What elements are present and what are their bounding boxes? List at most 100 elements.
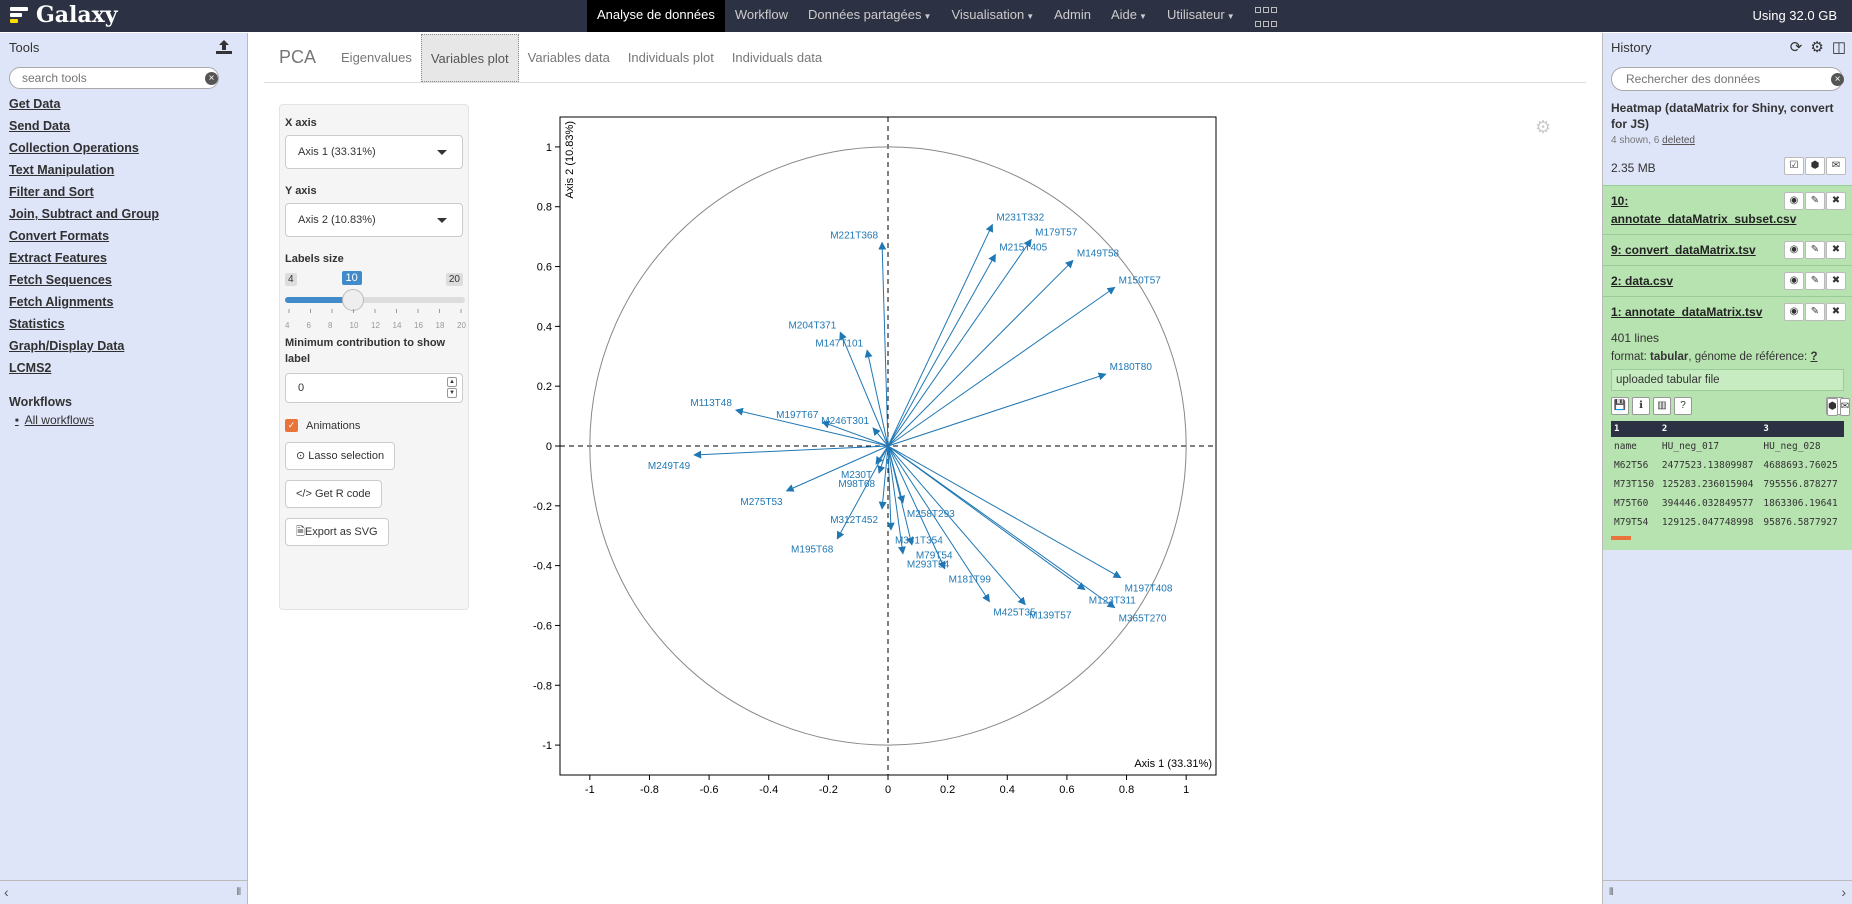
dataset-title[interactable]: 2: data.csv: [1611, 274, 1674, 288]
tool-section-send-data[interactable]: Send Data: [9, 119, 71, 133]
tags-icon[interactable]: ⬢: [1827, 398, 1838, 416]
delete-icon[interactable]: ✖: [1826, 192, 1846, 210]
genome-link[interactable]: ?: [1810, 351, 1818, 363]
quota-meter: Using 32.0 GB: [1752, 8, 1837, 23]
nav-analyse[interactable]: Analyse de données: [587, 0, 725, 32]
pencil-icon[interactable]: ✎: [1805, 192, 1825, 210]
eye-icon[interactable]: ◉: [1784, 272, 1804, 290]
animations-checkbox[interactable]: ✓ Animations: [285, 419, 463, 432]
slider-track[interactable]: [285, 297, 465, 303]
slider-tick-label: 20: [457, 321, 466, 330]
select-all-icon[interactable]: ☑: [1784, 157, 1804, 175]
tool-section-collection-operations[interactable]: Collection Operations: [9, 141, 139, 155]
eye-icon[interactable]: ◉: [1784, 192, 1804, 210]
comment-icon[interactable]: ✉: [1839, 398, 1851, 416]
tab-eigenvalues[interactable]: Eigenvalues: [341, 49, 412, 65]
collapse-right-icon[interactable]: ›: [1841, 884, 1846, 900]
columns-icon[interactable]: ◫: [1831, 39, 1846, 56]
chart-icon[interactable]: ▥: [1653, 397, 1671, 415]
tab-variables-plot[interactable]: Variables plot: [420, 33, 519, 82]
min-contribution-input[interactable]: 0 ▲ ▼: [285, 373, 463, 403]
nav-label: Visualisation: [951, 7, 1025, 22]
tool-search-input[interactable]: [9, 67, 219, 89]
upload-icon[interactable]: [211, 37, 237, 57]
delete-icon[interactable]: ✖: [1826, 241, 1846, 259]
nav-workflow[interactable]: Workflow: [725, 0, 798, 32]
dataset-2[interactable]: 2: data.csv ◉ ✎ ✖: [1603, 265, 1852, 296]
info-icon[interactable]: ℹ: [1632, 397, 1650, 415]
nav-help[interactable]: Aide ▼: [1101, 0, 1157, 32]
tool-section-graph-display[interactable]: Graph/Display Data: [9, 339, 125, 353]
gear-icon[interactable]: ⚙: [1810, 39, 1824, 56]
dataset-1[interactable]: 1: annotate_dataMatrix.tsv ◉ ✎ ✖ 401 lines…: [1603, 296, 1852, 550]
annotation-icon[interactable]: ✉: [1826, 157, 1846, 175]
eye-icon[interactable]: ◉: [1784, 303, 1804, 321]
variables-plot[interactable]: -1 -0.8 -0.6 -0.4 -0.2 0 0.2 0.4 0.6 0.8 1 -1 -0.8 -0…: [480, 100, 1240, 820]
history-search-input[interactable]: [1611, 67, 1843, 91]
peek-cell: 125283.236015904: [1661, 479, 1754, 490]
labels-size-slider[interactable]: 4 10 20 4 6 8 10 12 14 16 18 20: [285, 269, 466, 331]
spinner[interactable]: ▲ ▼: [447, 377, 457, 399]
delete-icon[interactable]: ✖: [1826, 303, 1846, 321]
y-axis-select[interactable]: Axis 2 (10.83%): [285, 203, 463, 237]
slider-handle[interactable]: [341, 289, 364, 311]
dataset-title[interactable]: 9: convert_dataMatrix.tsv: [1611, 243, 1756, 257]
x-axis-select[interactable]: Axis 1 (33.31%): [285, 135, 463, 169]
tool-section-extract-features[interactable]: Extract Features: [9, 251, 107, 265]
nav-user[interactable]: Utilisateur ▼: [1157, 0, 1245, 32]
peek-cell: M79T54: [1614, 517, 1649, 528]
deleted-link[interactable]: deleted: [1662, 135, 1695, 146]
resize-handle-icon[interactable]: ⦀: [1609, 887, 1614, 898]
spin-up-icon[interactable]: ▲: [447, 377, 457, 387]
history-name[interactable]: Heatmap (dataMatrix for Shiny, convert f…: [1611, 101, 1834, 131]
peek-scrollbar[interactable]: [1611, 536, 1631, 540]
pencil-icon[interactable]: ✎: [1805, 303, 1825, 321]
tab-individuals-plot[interactable]: Individuals plot: [627, 49, 714, 65]
dataset-title[interactable]: 10: annotate_dataMatrix_subset.csv: [1611, 194, 1797, 226]
all-workflows-link[interactable]: All workflows: [0, 411, 247, 429]
save-icon[interactable]: 💾: [1611, 397, 1629, 415]
y-tick-label: -0.8: [533, 680, 552, 692]
tool-section-lcms2[interactable]: LCMS2: [9, 361, 52, 375]
tool-section-filter-sort[interactable]: Filter and Sort: [9, 185, 94, 199]
pencil-icon[interactable]: ✎: [1805, 241, 1825, 259]
refresh-icon[interactable]: ⟳: [1789, 39, 1803, 56]
tool-section-fetch-alignments[interactable]: Fetch Alignments: [9, 295, 114, 309]
tool-section-convert-formats[interactable]: Convert Formats: [9, 229, 110, 243]
dataset-10[interactable]: 10: annotate_dataMatrix_subset.csv ◉ ✎ ✖: [1603, 185, 1852, 234]
apps-grid-icon[interactable]: [1245, 7, 1287, 32]
clear-search-icon[interactable]: ×: [205, 72, 218, 85]
nav-admin[interactable]: Admin: [1044, 0, 1101, 32]
galaxy-brand[interactable]: Galaxy: [10, 2, 118, 28]
tab-variables-data[interactable]: Variables data: [527, 49, 610, 65]
peek-row: M62T56 2477523.13809987 4688693.76025: [1611, 456, 1844, 475]
eye-icon[interactable]: ◉: [1784, 241, 1804, 259]
checkbox-checked-icon[interactable]: ✓: [285, 419, 298, 432]
help-icon[interactable]: ?: [1674, 397, 1692, 415]
tool-section-join-subtract[interactable]: Join, Subtract and Group: [9, 207, 160, 221]
dataset-title[interactable]: 1: annotate_dataMatrix.tsv: [1611, 305, 1763, 319]
dataset-9[interactable]: 9: convert_dataMatrix.tsv ◉ ✎ ✖: [1603, 234, 1852, 265]
tool-section-fetch-sequences[interactable]: Fetch Sequences: [9, 273, 112, 287]
tool-section-text-manipulation[interactable]: Text Manipulation: [9, 163, 115, 177]
tab-individuals-data[interactable]: Individuals data: [731, 49, 823, 65]
tool-section-get-data[interactable]: Get Data: [9, 97, 61, 111]
nav-label: Workflow: [734, 7, 789, 22]
spin-down-icon[interactable]: ▼: [447, 388, 457, 398]
clear-search-icon[interactable]: ×: [1831, 73, 1844, 86]
tags-icon[interactable]: ⬢: [1805, 157, 1825, 175]
pencil-icon[interactable]: ✎: [1805, 272, 1825, 290]
collapse-left-icon[interactable]: ‹: [4, 884, 9, 900]
delete-icon[interactable]: ✖: [1826, 272, 1846, 290]
export-svg-button[interactable]: 🗎Export as SVG: [285, 518, 389, 546]
variable-label: M231T332: [996, 213, 1044, 224]
tool-section-statistics[interactable]: Statistics: [9, 317, 65, 331]
lasso-selection-button[interactable]: ⊙ Lasso selection: [285, 442, 396, 470]
variable-arrow: [887, 445, 1026, 606]
x-tick-label: -0.8: [640, 784, 659, 796]
nav-shared-data[interactable]: Données partagées ▼: [798, 0, 941, 32]
resize-handle-icon[interactable]: ⦀: [236, 887, 241, 898]
plot-settings-gear-icon[interactable]: ⚙: [1535, 117, 1552, 137]
get-r-code-button[interactable]: </> Get R code: [285, 480, 382, 508]
nav-visualisation[interactable]: Visualisation ▼: [941, 0, 1044, 32]
